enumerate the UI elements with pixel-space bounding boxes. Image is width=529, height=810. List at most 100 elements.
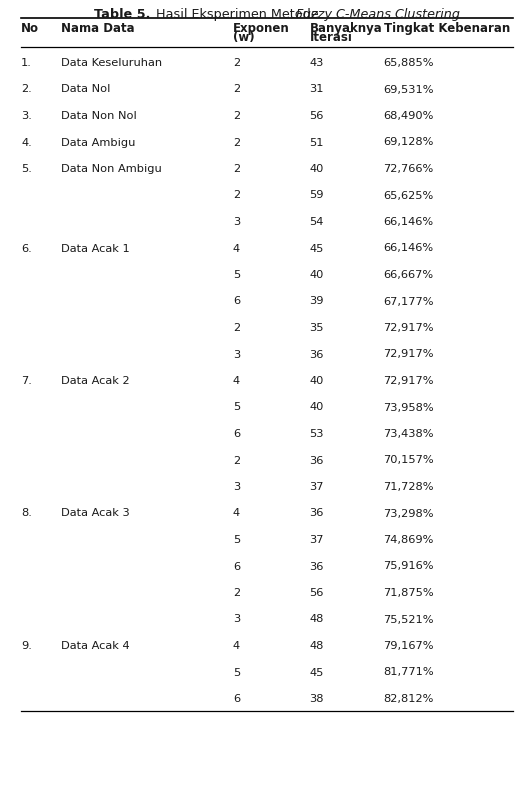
Text: 72,917%: 72,917%: [384, 349, 434, 360]
Text: 45: 45: [309, 244, 324, 254]
Text: 51: 51: [309, 138, 324, 147]
Text: Data Non Nol: Data Non Nol: [61, 111, 136, 121]
Text: 2: 2: [233, 164, 240, 174]
Text: 3: 3: [233, 615, 240, 625]
Text: 8.: 8.: [21, 509, 32, 518]
Text: 66,146%: 66,146%: [384, 217, 434, 227]
Text: 36: 36: [309, 455, 324, 466]
Text: Table 5.: Table 5.: [95, 8, 151, 21]
Text: 69,128%: 69,128%: [384, 138, 434, 147]
Text: 1.: 1.: [21, 58, 32, 68]
Text: 79,167%: 79,167%: [384, 641, 434, 651]
Text: 70,157%: 70,157%: [384, 455, 434, 466]
Text: Data Acak 1: Data Acak 1: [61, 244, 130, 254]
Text: 2: 2: [233, 138, 240, 147]
Text: 68,490%: 68,490%: [384, 111, 434, 121]
Text: Hasil Eksperimen Metode: Hasil Eksperimen Metode: [148, 8, 322, 21]
Text: 75,521%: 75,521%: [384, 615, 434, 625]
Text: Nama Data: Nama Data: [61, 22, 134, 35]
Text: 74,869%: 74,869%: [384, 535, 434, 545]
Text: 73,958%: 73,958%: [384, 403, 434, 412]
Text: 37: 37: [309, 535, 324, 545]
Text: 6: 6: [233, 694, 240, 704]
Text: 37: 37: [309, 482, 324, 492]
Text: 66,667%: 66,667%: [384, 270, 434, 280]
Text: Data Nol: Data Nol: [61, 84, 110, 95]
Text: 75,916%: 75,916%: [384, 561, 434, 572]
Text: 4: 4: [233, 376, 240, 386]
Text: 6: 6: [233, 429, 240, 439]
Text: 48: 48: [309, 615, 324, 625]
Text: 56: 56: [309, 111, 324, 121]
Text: 3.: 3.: [21, 111, 32, 121]
Text: 4: 4: [233, 641, 240, 651]
Text: 45: 45: [309, 667, 324, 677]
Text: 39: 39: [309, 296, 324, 306]
Text: 6.: 6.: [21, 244, 32, 254]
Text: 65,625%: 65,625%: [384, 190, 434, 201]
Text: 36: 36: [309, 561, 324, 572]
Text: 5.: 5.: [21, 164, 32, 174]
Text: 2: 2: [233, 190, 240, 201]
Text: Iterasi: Iterasi: [309, 31, 352, 44]
Text: 9.: 9.: [21, 641, 32, 651]
Text: 2: 2: [233, 323, 240, 333]
Text: Data Non Ambigu: Data Non Ambigu: [61, 164, 161, 174]
Text: 36: 36: [309, 349, 324, 360]
Text: Data Acak 4: Data Acak 4: [61, 641, 130, 651]
Text: (w): (w): [233, 31, 254, 44]
Text: 56: 56: [309, 588, 324, 598]
Text: 4.: 4.: [21, 138, 32, 147]
Text: 6: 6: [233, 561, 240, 572]
Text: Data Ambigu: Data Ambigu: [61, 138, 135, 147]
Text: 43: 43: [309, 58, 324, 68]
Text: 40: 40: [309, 403, 324, 412]
Text: 71,875%: 71,875%: [384, 588, 434, 598]
Text: 5: 5: [233, 535, 240, 545]
Text: 72,917%: 72,917%: [384, 376, 434, 386]
Text: 71,728%: 71,728%: [384, 482, 434, 492]
Text: Tingkat Kebenaran: Tingkat Kebenaran: [384, 22, 510, 35]
Text: 3: 3: [233, 349, 240, 360]
Text: 4: 4: [233, 244, 240, 254]
Text: 3: 3: [233, 482, 240, 492]
Text: 54: 54: [309, 217, 324, 227]
Text: 6: 6: [233, 296, 240, 306]
Text: 2: 2: [233, 455, 240, 466]
Text: 5: 5: [233, 270, 240, 280]
Text: 40: 40: [309, 376, 324, 386]
Text: 36: 36: [309, 509, 324, 518]
Text: 5: 5: [233, 403, 240, 412]
Text: 2: 2: [233, 58, 240, 68]
Text: 31: 31: [309, 84, 324, 95]
Text: 40: 40: [309, 270, 324, 280]
Text: 5: 5: [233, 667, 240, 677]
Text: 3: 3: [233, 217, 240, 227]
Text: Exponen: Exponen: [233, 22, 289, 35]
Text: Data Acak 2: Data Acak 2: [61, 376, 130, 386]
Text: 4: 4: [233, 509, 240, 518]
Text: 53: 53: [309, 429, 324, 439]
Text: 59: 59: [309, 190, 324, 201]
Text: Fuzzy C-Means Clustering: Fuzzy C-Means Clustering: [296, 8, 460, 21]
Text: 73,438%: 73,438%: [384, 429, 434, 439]
Text: Banyaknya: Banyaknya: [309, 22, 382, 35]
Text: 35: 35: [309, 323, 324, 333]
Text: 67,177%: 67,177%: [384, 296, 434, 306]
Text: 73,298%: 73,298%: [384, 509, 434, 518]
Text: 69,531%: 69,531%: [384, 84, 434, 95]
Text: Data Acak 3: Data Acak 3: [61, 509, 130, 518]
Text: 2.: 2.: [21, 84, 32, 95]
Text: 7.: 7.: [21, 376, 32, 386]
Text: 40: 40: [309, 164, 324, 174]
Text: 82,812%: 82,812%: [384, 694, 434, 704]
Text: 81,771%: 81,771%: [384, 667, 434, 677]
Text: Data Keseluruhan: Data Keseluruhan: [61, 58, 162, 68]
Text: 2: 2: [233, 588, 240, 598]
Text: 66,146%: 66,146%: [384, 244, 434, 254]
Text: 72,917%: 72,917%: [384, 323, 434, 333]
Text: 2: 2: [233, 111, 240, 121]
Text: No: No: [21, 22, 39, 35]
Text: 2: 2: [233, 84, 240, 95]
Text: 65,885%: 65,885%: [384, 58, 434, 68]
